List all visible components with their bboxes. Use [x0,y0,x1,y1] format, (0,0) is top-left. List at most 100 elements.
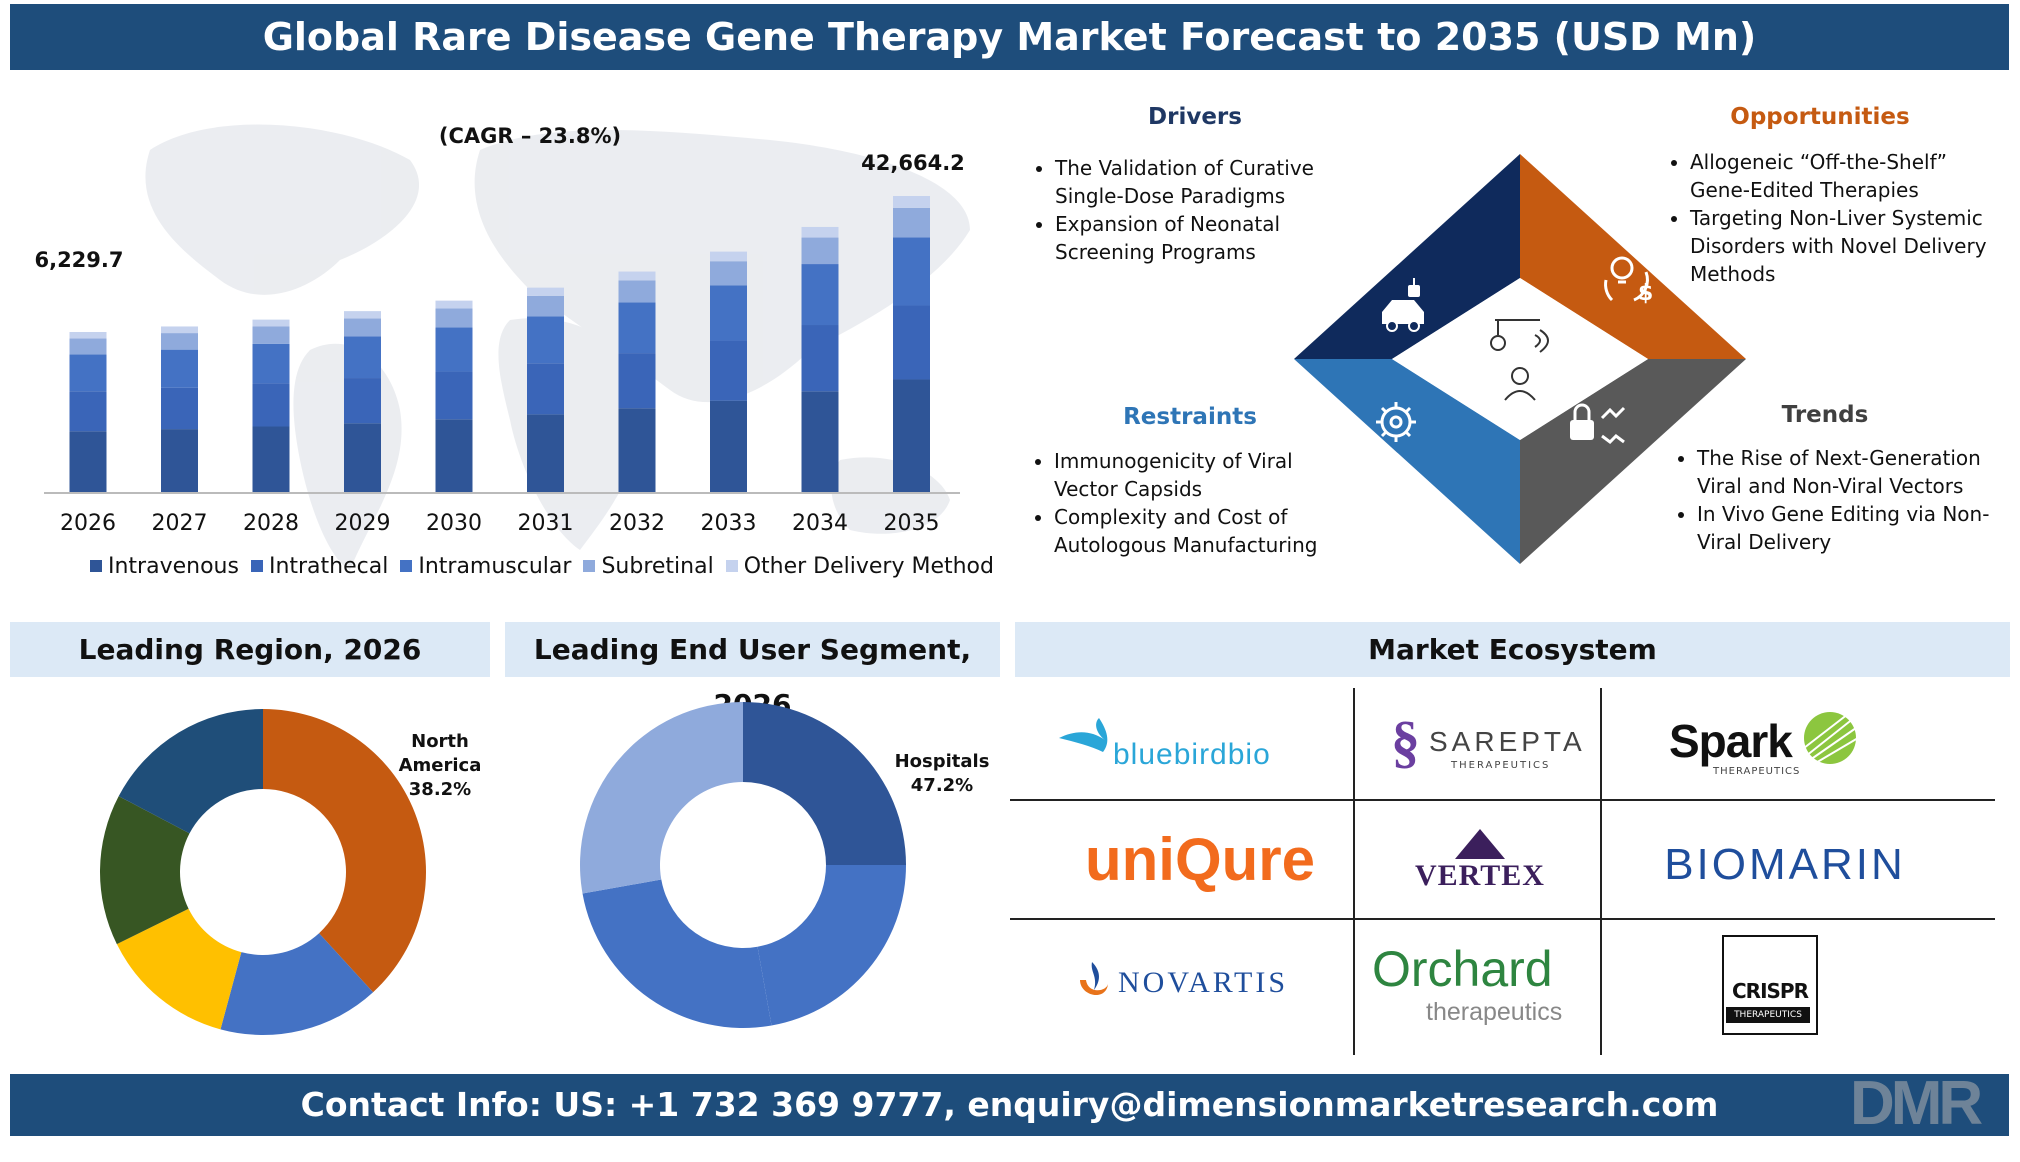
donut2-slice-1 [757,865,906,1026]
sarepta-logo: § SAREPTA THERAPEUTICS [1385,708,1585,788]
x-tick-2029: 2029 [335,511,391,536]
contact-info-footer: Contact Info: US: +1 732 369 9777, enqui… [10,1074,2009,1136]
restraints-title: Restraints [1123,404,1257,430]
bar-2026-subretinal [69,338,107,355]
market-dynamics-diamond: $ [1294,154,1746,564]
bar-2029-subretinal [344,318,381,337]
leading-end-user-header: Leading End User Segment, 2026 [505,622,1000,721]
bar-2031-intramuscular [527,316,564,364]
donut1-slice-4 [118,709,263,834]
bar-2033-intrathecal [710,340,747,401]
legend-label: Subretinal [601,554,714,579]
opportunities-list: Allogeneic “Off-the-Shelf” Gene-Edited T… [1660,148,2010,288]
bar-2032-subretinal [618,280,656,303]
donut1-slice-3 [100,796,190,945]
bar-2031-intravenous [527,414,564,492]
legend-label: Intramuscular [418,554,572,579]
drivers-title: Drivers [1148,104,1242,130]
bar-2027-intrathecal [161,387,198,430]
drivers-list: The Validation of Curative Single-Dose P… [1025,154,1355,266]
bar-2028-other-delivery-method [252,319,290,327]
virus-icon [1376,402,1416,442]
donut1-slice-2 [116,908,242,1030]
bar-2032-intravenous [618,408,656,492]
bar-2027-intramuscular [161,349,198,388]
bar-2028-intramuscular [252,343,290,384]
x-tick-2032: 2032 [609,511,665,536]
bar-2030-subretinal [435,308,473,328]
leading-region-header: Leading Region, 2026 [10,622,490,677]
bar-2034-subretinal [801,237,839,265]
bar-2027-intravenous [161,429,198,492]
bar-2031-other-delivery-method [527,287,564,296]
opportunities-title: Opportunities [1730,104,1910,130]
crispr-logo: CRISPR THERAPEUTICS [1722,935,1818,1035]
legend-swatch [250,560,263,572]
bar-2029-intrathecal [344,378,381,424]
legend-item-subretinal: Subretinal [583,554,714,579]
donut1-slice-0 [263,709,426,993]
trends-list: The Rise of Next-Generation Viral and No… [1667,444,2017,556]
chart-legend: Intravenous Intrathecal Intramuscular Subre… [90,554,1006,579]
bar-2026-other-delivery-method [69,332,107,339]
restraints-item: Complexity and Cost of Autologous Manufa… [1054,503,1354,559]
region-highlight-label: North America 38.2% [390,730,490,802]
opportunities-item: Targeting Non-Liver Systemic Disorders w… [1690,204,2010,288]
uniqure-logo: uniQure [1084,826,1315,893]
bar-2035-intravenous [893,379,930,492]
donut1-slice-1 [220,933,374,1035]
bar-chart: 2026 2027 2028 2029 2030 2031 2032 2033 2034 2035… [34,124,970,570]
end-user-highlight-label: Hospitals 47.2% [892,750,992,798]
legend-label: Other Delivery Method [743,554,994,579]
bar-2034-intramuscular [801,264,839,326]
grid-line-v2 [1600,688,1602,1055]
legend-item-intravenous: Intravenous [90,554,239,579]
bar-2032-other-delivery-method [618,271,656,281]
legend-swatch [90,560,102,572]
bar-2033-intravenous [710,400,747,492]
end-value-label: 42,664.2 [861,151,965,175]
orchard-text: Orchard [1372,941,1553,997]
bar-2030-intramuscular [435,327,473,372]
bar-2033-subretinal [710,261,747,286]
legend-swatch [725,560,738,572]
vertex-text: VERTEX [1415,859,1545,892]
x-tick-2031: 2031 [518,511,574,536]
bar-2035-subretinal [893,207,930,238]
region-label-line2: America [398,755,482,776]
spark-sub-text: THERAPEUTICS [1713,766,1801,777]
sarepta-sub-text: THERAPEUTICS [1451,760,1551,771]
end-user-donut-chart [580,702,906,1028]
bar-2028-subretinal [252,326,290,344]
bar-2029-intramuscular [344,336,381,379]
biomarin-logo: BIOMARIN [1664,840,1906,889]
sarepta-text: SAREPTA [1429,726,1586,757]
bar-2032-intramuscular [618,302,656,354]
vertex-triangle-icon [1455,829,1505,859]
legend-swatch [583,560,596,572]
novartis-text: NOVARTIS [1118,966,1289,999]
opportunities-quadrant [1520,154,1746,359]
end-user-label-value: 47.2% [910,775,974,796]
spark-text: Spark [1669,715,1793,767]
cagr-annotation: (CAGR – 23.8%) [439,124,621,148]
restraints-item: Immunogenicity of Viral Vector Capsids [1054,447,1354,503]
bar-2031-subretinal [527,295,564,317]
bar-2035-intrathecal [893,305,930,380]
vertex-logo: VERTEX [1395,825,1565,905]
crispr-text: CRISPR [1732,979,1809,1003]
region-donut-chart [100,709,426,1035]
x-tick-2026: 2026 [60,511,116,536]
end-user-label-line1: Hospitals [894,751,990,772]
orchard-sub-text: therapeutics [1426,998,1563,1026]
trends-title: Trends [1781,402,1869,428]
bar-2026-intravenous [69,431,107,492]
start-value-label: 6,229.7 [34,248,123,272]
x-tick-2034: 2034 [792,511,848,536]
x-tick-2027: 2027 [152,511,208,536]
legend-swatch [400,560,413,572]
legend-label: Intravenous [108,554,239,579]
bar-2032-intrathecal [618,353,656,409]
grid-line-h2 [1010,918,1995,920]
drivers-item: Expansion of Neonatal Screening Programs [1055,210,1355,266]
